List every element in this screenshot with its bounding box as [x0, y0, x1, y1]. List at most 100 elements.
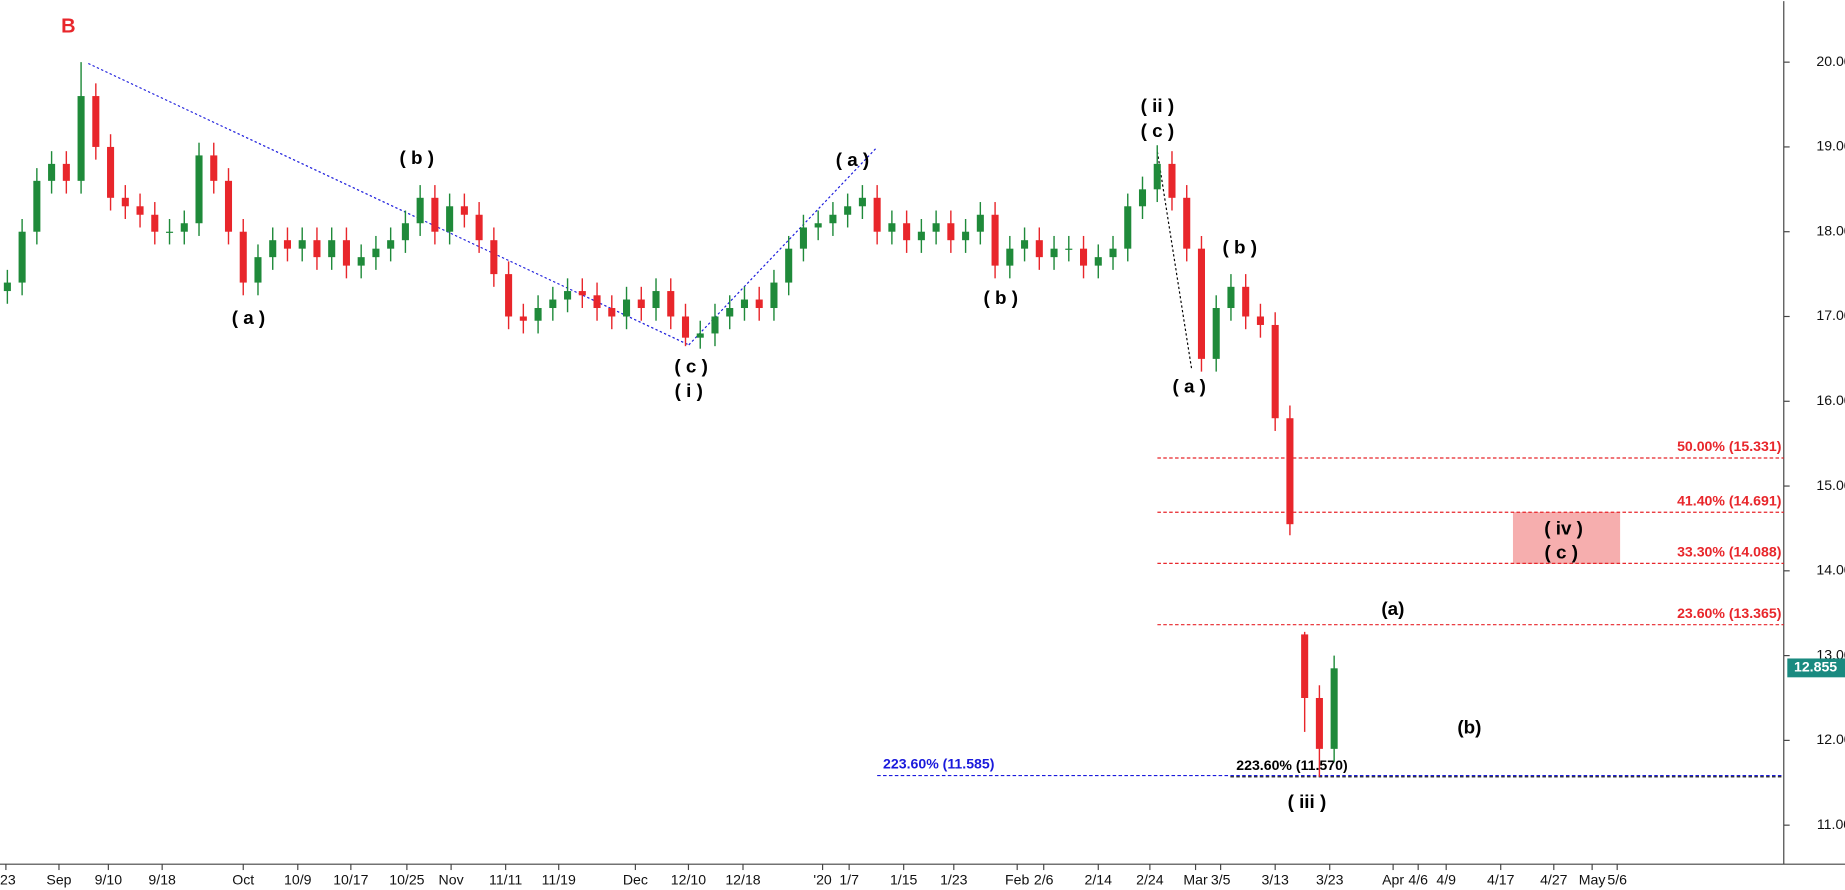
candle-body: [505, 274, 513, 317]
candle-body: [1271, 324, 1279, 419]
candle-body: [387, 240, 395, 249]
x-tick-label: Sep: [46, 871, 71, 887]
candle-body: [490, 240, 498, 275]
candle-body: [1242, 286, 1250, 317]
candle-body: [48, 163, 56, 181]
candle-body: [1212, 308, 1220, 359]
candle-body: [460, 206, 468, 215]
wave-label: ( c ): [1545, 541, 1578, 562]
candle-body: [962, 231, 970, 241]
wave-label: ( a ): [232, 307, 265, 328]
y-tick-label: 18.000: [1816, 222, 1845, 238]
y-tick-label: 17.000: [1816, 307, 1845, 323]
candle-body: [1050, 248, 1058, 258]
candle-body: [1183, 197, 1191, 249]
wave-label: ( ii ): [1141, 95, 1174, 116]
x-tick-label: 1/7: [839, 871, 859, 887]
x-tick-label: 2/6: [1034, 871, 1054, 887]
candle-body: [210, 155, 218, 181]
candle-body: [224, 180, 233, 232]
x-tick-label: 4/9: [1436, 871, 1456, 887]
extension-label: 223.60% (11.570): [1236, 757, 1347, 773]
candle-body: [166, 231, 174, 233]
last-price-label: 12.855: [1794, 659, 1837, 675]
x-tick-label: Apr: [1382, 871, 1404, 887]
candle-body: [121, 197, 129, 207]
candle-body: [917, 231, 925, 241]
candle-body: [844, 206, 852, 215]
candle-body: [416, 197, 424, 224]
candle-body: [1286, 418, 1294, 525]
y-tick-label: 15.000: [1816, 477, 1845, 493]
candle-body: [1168, 163, 1176, 198]
wave-label: B: [61, 15, 75, 37]
candle-body: [652, 291, 660, 309]
candle-body: [18, 231, 26, 283]
x-tick-label: 2/24: [1136, 871, 1164, 887]
candle-body: [401, 223, 409, 241]
candle-body: [578, 291, 586, 296]
y-tick-label: 16.000: [1816, 392, 1845, 408]
candle-body: [136, 206, 144, 215]
x-tick-label: 4/6: [1408, 871, 1428, 887]
candle-body: [3, 282, 11, 292]
y-tick-label: 12.000: [1816, 731, 1845, 747]
x-tick-label: 9/10: [95, 871, 123, 887]
candle-body: [740, 299, 749, 309]
x-tick-label: 1/23: [940, 871, 968, 887]
candle-body: [33, 180, 41, 232]
candle-body: [858, 197, 866, 207]
wave-label: ( c ): [674, 355, 707, 376]
x-tick-label: Feb: [1005, 871, 1029, 887]
wave-label: ( i ): [675, 380, 703, 401]
candle-body: [195, 155, 203, 224]
candle-body: [991, 214, 999, 266]
x-tick-label: 4/27: [1540, 871, 1568, 887]
candle-body: [1197, 248, 1206, 359]
fib-label: 41.40% (14.691): [1677, 492, 1781, 508]
wave-label: ( c ): [1141, 120, 1174, 141]
target-zone: [1512, 512, 1621, 564]
candle-body: [873, 197, 881, 232]
candle-body: [77, 96, 85, 181]
x-tick-label: 1/15: [890, 871, 918, 887]
candle-body: [1227, 286, 1235, 309]
wave-label: ( b ): [984, 287, 1019, 308]
fib-label: 33.30% (14.088): [1677, 544, 1781, 560]
candle-body: [254, 257, 262, 283]
candle-body: [151, 214, 159, 232]
candle-body: [1065, 248, 1073, 250]
candle-body: [107, 146, 115, 198]
wave-label: ( a ): [1172, 375, 1205, 396]
fib-label: 23.60% (13.365): [1677, 605, 1781, 621]
candle-body: [372, 248, 380, 258]
x-tick-label: 9/18: [148, 871, 176, 887]
candle-body: [1021, 240, 1029, 249]
trend-line: [688, 146, 878, 346]
candle-body: [888, 223, 896, 232]
x-tick-label: '20: [813, 871, 832, 887]
candle-body: [475, 214, 483, 241]
candle-body: [446, 206, 454, 232]
x-tick-label: 10/9: [284, 871, 312, 887]
x-tick-label: 11/11: [489, 871, 522, 887]
candle-body: [1138, 189, 1147, 207]
candle-body: [799, 227, 807, 249]
candle-body: [1035, 240, 1043, 258]
y-tick-label: 20.000: [1816, 53, 1845, 69]
candle-body: [947, 223, 955, 241]
x-tick-label: Dec: [623, 871, 648, 887]
x-tick-label: 3/13: [1261, 871, 1289, 887]
candle-body: [1109, 248, 1117, 258]
candle-body: [785, 248, 793, 283]
x-tick-label: 3/5: [1211, 871, 1231, 887]
candle-body: [593, 295, 601, 309]
x-tick-label: Mar: [1183, 871, 1208, 887]
candle-body: [328, 240, 336, 258]
candle-body: [726, 308, 734, 317]
candle-body: [342, 240, 350, 266]
candle-body: [623, 299, 631, 317]
candle-body: [1153, 163, 1161, 190]
x-tick-label: 2/14: [1085, 871, 1113, 887]
